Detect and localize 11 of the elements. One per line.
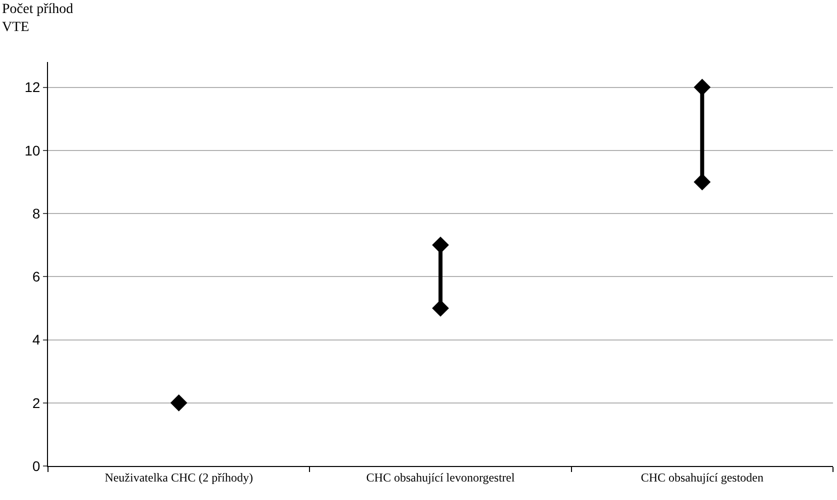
y-tick-label: 12 <box>24 79 40 96</box>
y-tick-label: 6 <box>32 268 40 285</box>
x-tick-label: CHC obsahující gestoden <box>640 470 764 484</box>
y-axis-title: Počet příhod VTE <box>2 2 74 36</box>
y-tick-label: 2 <box>32 394 40 411</box>
x-tick-label: Neuživatelka CHC (2 příhody) <box>104 470 253 484</box>
y-tick-label: 0 <box>32 458 40 474</box>
y-tick-label: 8 <box>32 205 40 222</box>
y-tick-label: 4 <box>32 332 40 348</box>
x-tick-label: CHC obsahující levonorgestrel <box>366 470 516 484</box>
y-tick-label: 10 <box>24 142 40 158</box>
